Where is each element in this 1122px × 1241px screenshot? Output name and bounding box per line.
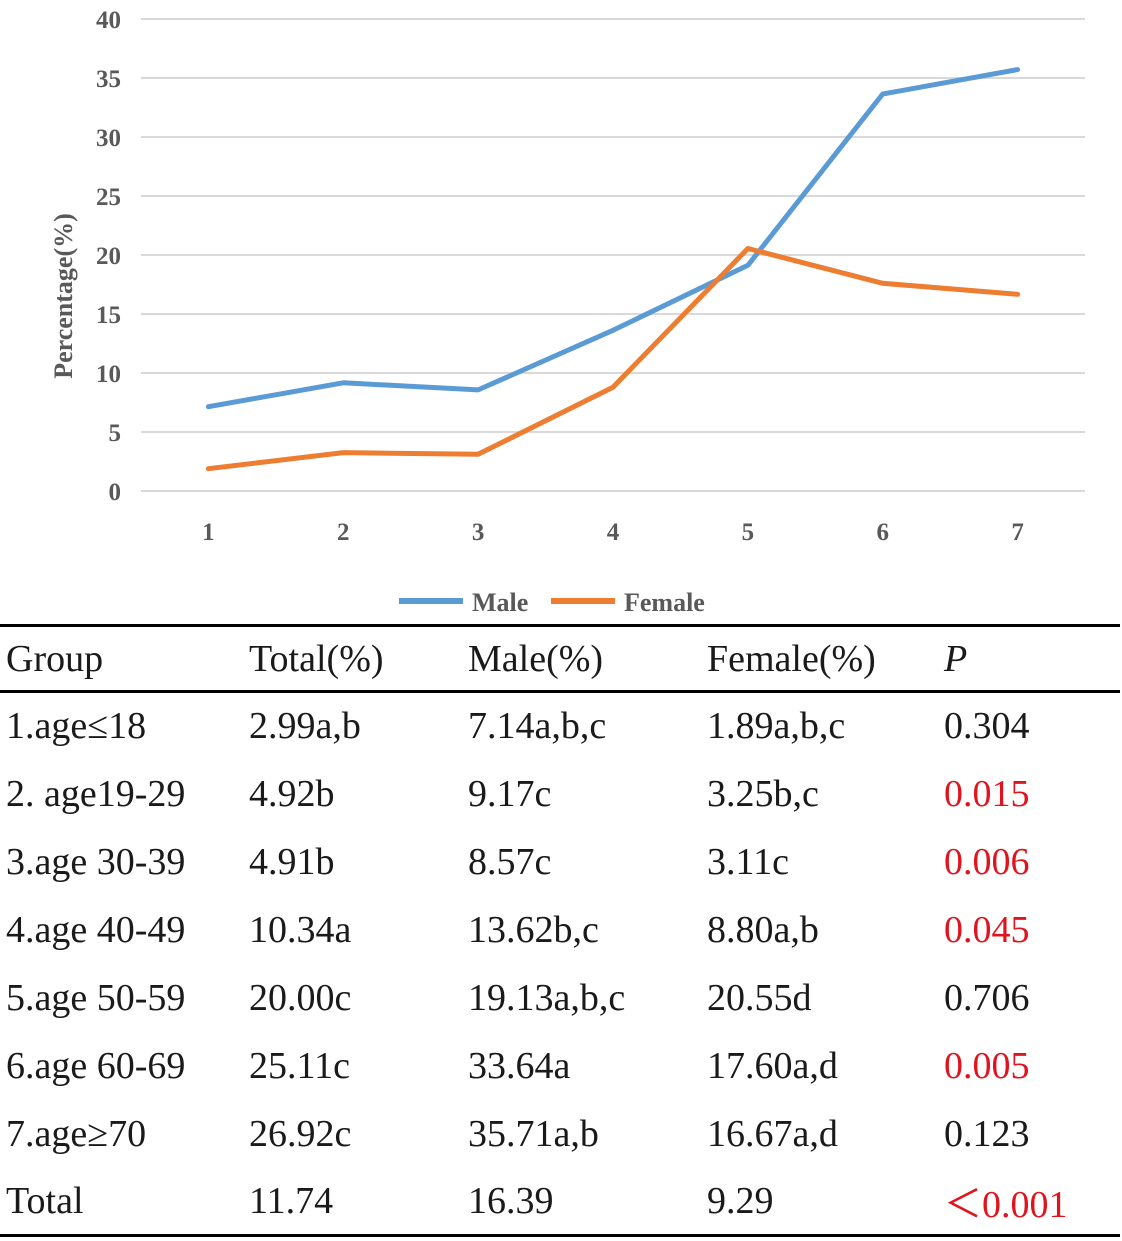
cell-total: 20.00c: [249, 976, 352, 1019]
cell-male: 9.17c: [468, 772, 552, 815]
y-tick-label: 30: [96, 125, 121, 152]
cell-total: 4.92b: [249, 772, 335, 815]
cell-male: 8.57c: [468, 840, 552, 883]
cell-group: 6.age 60-69: [6, 1044, 186, 1087]
y-tick-label: 15: [96, 302, 121, 329]
gridlines: [141, 18, 1085, 492]
table-row: 5.age 50-59 20.00c 19.13a,b,c 20.55d 0.706: [0, 964, 1120, 1032]
cell-group: 2. age19-29: [6, 772, 186, 815]
x-tick-label: 2: [337, 519, 350, 546]
cell-total: 2.99a,b: [249, 705, 361, 748]
cell-total: 10.34a: [249, 908, 352, 951]
cell-male: 35.71a,b: [468, 1112, 599, 1155]
header-total: Total(%): [243, 625, 462, 693]
cell-p: 0.706: [944, 976, 1030, 1019]
cell-male: 7.14a,b,c: [468, 705, 607, 748]
table-row: 6.age 60-69 25.11c 33.64a 17.60a,d 0.005: [0, 1032, 1120, 1100]
cell-p: 0.045: [944, 908, 1030, 951]
cell-male: 16.39: [468, 1179, 554, 1222]
cell-p: 0.123: [944, 1112, 1030, 1155]
cell-group: 3.age 30-39: [6, 840, 186, 883]
table-row: 4.age 40-49 10.34a 13.62b,c 8.80a,b 0.045: [0, 896, 1120, 964]
y-tick-label: 25: [96, 184, 121, 211]
line-chart: 0 5 10 15 20 25 30 35 40 1 2 3 4 5 6 7 Percentage(%) M…: [49, 7, 1085, 617]
y-axis-ticks: 0 5 10 15 20 25 30 35 40: [96, 7, 121, 506]
x-tick-label: 4: [607, 519, 620, 546]
table-header-row: Group Total(%) Male(%) Female(%) P: [0, 625, 1120, 693]
table-row: 1.age≤18 2.99a,b 7.14a,b,c 1.89a,b,c 0.304: [0, 692, 1120, 760]
x-tick-label: 5: [742, 519, 755, 546]
cell-female: 8.80a,b: [707, 908, 819, 951]
x-tick-label: 1: [202, 519, 215, 546]
cell-male: 19.13a,b,c: [468, 976, 626, 1019]
table-row: 3.age 30-39 4.91b 8.57c 3.11c 0.006: [0, 828, 1120, 896]
cell-p: ＜0.001: [944, 1184, 1068, 1227]
cell-group: 5.age 50-59: [6, 976, 186, 1019]
cell-female: 20.55d: [707, 976, 812, 1019]
y-tick-label: 5: [109, 420, 122, 447]
cell-group: 4.age 40-49: [6, 908, 186, 951]
table-row: Total 11.74 16.39 9.29 ＜0.001: [0, 1168, 1120, 1236]
cell-female: 1.89a,b,c: [707, 705, 846, 748]
cell-female: 16.67a,d: [707, 1112, 838, 1155]
cell-p: 0.015: [944, 772, 1030, 815]
cell-total: 4.91b: [249, 840, 335, 883]
series-line-female: [205, 246, 1021, 472]
x-tick-label: 7: [1011, 519, 1024, 546]
cell-group: 7.age≥70: [6, 1112, 147, 1155]
cell-female: 9.29: [707, 1179, 774, 1222]
cell-total: 11.74: [249, 1179, 334, 1222]
series-lines: [205, 67, 1021, 472]
header-male: Male(%): [462, 625, 701, 693]
cell-total: 26.92c: [249, 1112, 352, 1155]
x-tick-label: 6: [876, 519, 889, 546]
results-table: Group Total(%) Male(%) Female(%) P 1.age…: [0, 624, 1120, 1237]
cell-total: 25.11c: [249, 1044, 350, 1087]
cell-male: 33.64a: [468, 1044, 571, 1087]
legend-male-label: Male: [472, 588, 528, 617]
y-tick-label: 35: [96, 66, 121, 93]
cell-p: 0.005: [944, 1044, 1030, 1087]
cell-group: Total: [6, 1179, 84, 1222]
cell-male: 13.62b,c: [468, 908, 599, 951]
y-axis-label: Percentage(%): [49, 213, 78, 379]
y-tick-label: 20: [96, 243, 121, 270]
header-group: Group: [0, 625, 243, 693]
y-tick-label: 0: [109, 479, 122, 506]
series-line-male: [205, 67, 1021, 410]
y-tick-label: 10: [96, 361, 121, 388]
table-row: 7.age≥70 26.92c 35.71a,b 16.67a,d 0.123: [0, 1100, 1120, 1168]
cell-female: 17.60a,d: [707, 1044, 838, 1087]
header-female: Female(%): [701, 625, 938, 693]
cell-female: 3.11c: [707, 840, 789, 883]
x-tick-label: 3: [472, 519, 485, 546]
cell-p: 0.006: [944, 840, 1030, 883]
legend: Male Female: [399, 588, 705, 617]
y-tick-label: 40: [96, 7, 121, 34]
table-row: 2. age19-29 4.92b 9.17c 3.25b,c 0.015: [0, 760, 1120, 828]
header-p: P: [938, 625, 1120, 693]
cell-group: 1.age≤18: [6, 705, 147, 748]
legend-female-label: Female: [624, 588, 705, 617]
cell-female: 3.25b,c: [707, 772, 819, 815]
cell-p: 0.304: [944, 705, 1030, 748]
x-axis-ticks: 1 2 3 4 5 6 7: [202, 519, 1024, 546]
